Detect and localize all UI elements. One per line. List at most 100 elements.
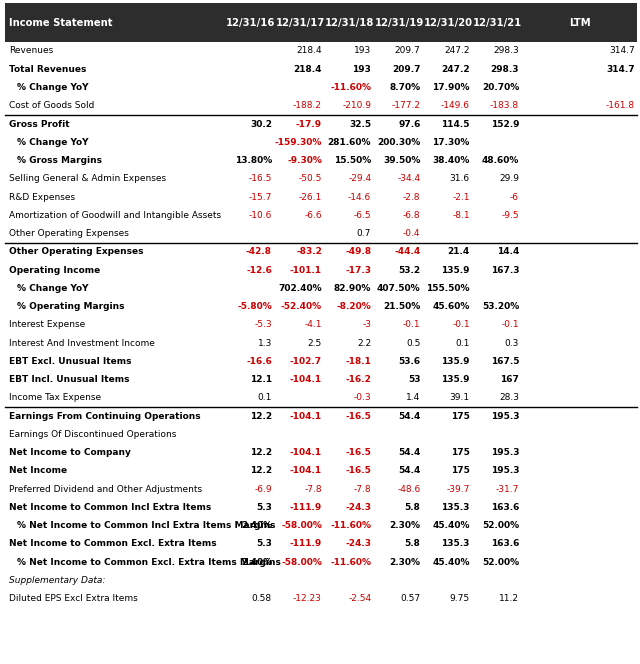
Text: -17.9: -17.9 [296, 120, 322, 129]
Text: 314.7: 314.7 [609, 46, 635, 56]
Text: 0.7: 0.7 [357, 229, 371, 238]
Text: -31.7: -31.7 [495, 485, 519, 494]
Text: Supplementary Data:: Supplementary Data: [9, 576, 106, 585]
Text: -161.8: -161.8 [605, 101, 635, 110]
Text: -2.8: -2.8 [403, 193, 420, 202]
Text: 32.5: 32.5 [349, 120, 371, 129]
Text: 13.80%: 13.80% [235, 156, 272, 165]
Text: 298.3: 298.3 [493, 46, 519, 56]
Text: -5.80%: -5.80% [237, 302, 272, 311]
Text: 1.3: 1.3 [258, 339, 272, 348]
Text: -111.9: -111.9 [290, 539, 322, 548]
Text: % Net Income to Common Excl. Extra Items Margins: % Net Income to Common Excl. Extra Items… [17, 558, 280, 567]
Text: Net Income to Common Incl Extra Items: Net Income to Common Incl Extra Items [9, 503, 211, 512]
Text: 38.40%: 38.40% [433, 156, 470, 165]
Text: -16.6: -16.6 [246, 357, 272, 366]
Text: Diluted EPS Excl Extra Items: Diluted EPS Excl Extra Items [9, 594, 138, 604]
Text: -39.7: -39.7 [446, 485, 470, 494]
Text: 209.7: 209.7 [392, 64, 420, 74]
Text: -104.1: -104.1 [290, 375, 322, 384]
Text: -34.4: -34.4 [397, 174, 420, 183]
Text: 54.4: 54.4 [398, 412, 420, 421]
Text: 195.3: 195.3 [490, 448, 519, 457]
Text: 20.70%: 20.70% [482, 83, 519, 92]
Text: 167.3: 167.3 [490, 266, 519, 275]
Text: % Change YoY: % Change YoY [17, 83, 88, 92]
Text: 193: 193 [353, 64, 371, 74]
Text: -101.1: -101.1 [290, 266, 322, 275]
Text: -16.5: -16.5 [346, 412, 371, 421]
Text: Net Income: Net Income [9, 466, 67, 475]
Text: % Gross Margins: % Gross Margins [17, 156, 102, 165]
Text: -6.8: -6.8 [403, 210, 420, 220]
Text: -210.9: -210.9 [342, 101, 371, 110]
Text: LTM: LTM [570, 17, 591, 28]
Text: -8.20%: -8.20% [337, 302, 371, 311]
Text: 0.58: 0.58 [252, 594, 272, 604]
Text: 53.20%: 53.20% [482, 302, 519, 311]
Text: -48.6: -48.6 [397, 485, 420, 494]
Text: 281.60%: 281.60% [328, 137, 371, 147]
Text: 12.2: 12.2 [250, 466, 272, 475]
Text: -24.3: -24.3 [345, 539, 371, 548]
Text: -12.6: -12.6 [246, 266, 272, 275]
Text: -11.60%: -11.60% [330, 521, 371, 531]
Text: -58.00%: -58.00% [281, 521, 322, 531]
Text: 12/31/20: 12/31/20 [424, 17, 473, 28]
Text: Other Operating Expenses: Other Operating Expenses [9, 247, 143, 256]
Text: 8.70%: 8.70% [389, 83, 420, 92]
Text: -3: -3 [362, 320, 371, 329]
Text: -5.3: -5.3 [254, 320, 272, 329]
Text: -6.6: -6.6 [304, 210, 322, 220]
Text: EBT Incl. Unusual Items: EBT Incl. Unusual Items [9, 375, 129, 384]
Text: 247.2: 247.2 [444, 46, 470, 56]
Text: -16.5: -16.5 [346, 448, 371, 457]
Text: 39.1: 39.1 [450, 393, 470, 402]
Text: -0.3: -0.3 [353, 393, 371, 402]
Text: -58.00%: -58.00% [281, 558, 322, 567]
Text: 2.40%: 2.40% [241, 521, 272, 531]
Text: 175: 175 [451, 466, 470, 475]
Text: 0.5: 0.5 [406, 339, 420, 348]
Text: 15.50%: 15.50% [334, 156, 371, 165]
Text: -50.5: -50.5 [298, 174, 322, 183]
Text: 31.6: 31.6 [450, 174, 470, 183]
Text: -0.1: -0.1 [403, 320, 420, 329]
Text: -102.7: -102.7 [290, 357, 322, 366]
Text: -10.6: -10.6 [248, 210, 272, 220]
Text: 0.57: 0.57 [401, 594, 420, 604]
Text: 12/31/16: 12/31/16 [226, 17, 275, 28]
Text: Interest And Investment Income: Interest And Investment Income [9, 339, 155, 348]
Text: 14.4: 14.4 [497, 247, 519, 256]
Text: Earnings Of Discontinued Operations: Earnings Of Discontinued Operations [9, 430, 177, 439]
Text: 135.3: 135.3 [442, 539, 470, 548]
Text: 175: 175 [451, 412, 470, 421]
Text: -7.8: -7.8 [304, 485, 322, 494]
Text: 0.1: 0.1 [258, 393, 272, 402]
Text: 247.2: 247.2 [441, 64, 470, 74]
Text: Net Income to Company: Net Income to Company [9, 448, 131, 457]
Text: 28.3: 28.3 [499, 393, 519, 402]
Text: 314.7: 314.7 [606, 64, 635, 74]
Text: 82.90%: 82.90% [334, 284, 371, 293]
Text: 12.1: 12.1 [250, 375, 272, 384]
Text: -6.9: -6.9 [254, 485, 272, 494]
Text: 2.30%: 2.30% [390, 521, 420, 531]
Text: 2.40%: 2.40% [241, 558, 272, 567]
Text: 1.4: 1.4 [406, 393, 420, 402]
Text: 12/31/19: 12/31/19 [374, 17, 424, 28]
Text: 114.5: 114.5 [441, 120, 470, 129]
FancyBboxPatch shape [5, 3, 637, 42]
Text: Cost of Goods Sold: Cost of Goods Sold [9, 101, 94, 110]
Text: -11.60%: -11.60% [330, 83, 371, 92]
Text: -111.9: -111.9 [290, 503, 322, 512]
Text: -18.1: -18.1 [346, 357, 371, 366]
Text: -16.5: -16.5 [346, 466, 371, 475]
Text: 17.90%: 17.90% [432, 83, 470, 92]
Text: -6: -6 [510, 193, 519, 202]
Text: 21.50%: 21.50% [383, 302, 420, 311]
Text: -83.2: -83.2 [296, 247, 322, 256]
Text: % Net Income to Common Incl Extra Items Margins: % Net Income to Common Incl Extra Items … [17, 521, 275, 531]
Text: 11.2: 11.2 [499, 594, 519, 604]
Text: -183.8: -183.8 [490, 101, 519, 110]
